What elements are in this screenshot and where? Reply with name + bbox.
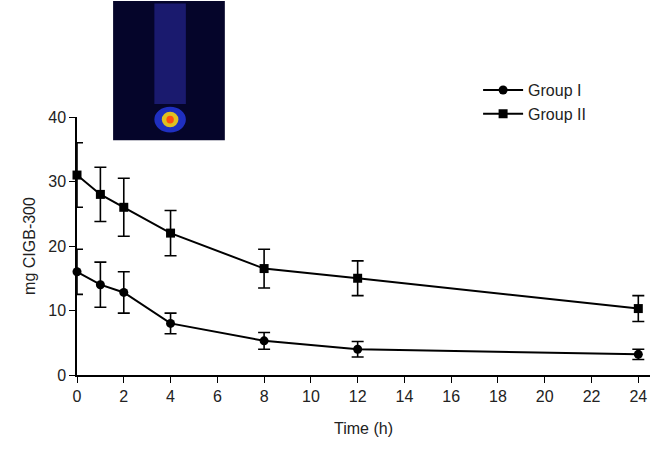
- svg-text:40: 40: [48, 109, 66, 126]
- svg-text:10: 10: [48, 302, 66, 319]
- svg-text:16: 16: [442, 388, 460, 405]
- svg-text:mg CIGB-300: mg CIGB-300: [21, 197, 38, 295]
- svg-text:Time (h): Time (h): [334, 420, 393, 437]
- svg-text:14: 14: [396, 388, 414, 405]
- svg-text:6: 6: [213, 388, 222, 405]
- svg-text:18: 18: [489, 388, 507, 405]
- svg-text:Group II: Group II: [528, 106, 586, 123]
- svg-text:24: 24: [629, 388, 647, 405]
- svg-text:4: 4: [166, 388, 175, 405]
- svg-text:12: 12: [349, 388, 367, 405]
- svg-text:8: 8: [260, 388, 269, 405]
- svg-text:30: 30: [48, 173, 66, 190]
- svg-text:22: 22: [583, 388, 601, 405]
- svg-text:2: 2: [119, 388, 128, 405]
- svg-text:0: 0: [73, 388, 82, 405]
- svg-text:20: 20: [48, 238, 66, 255]
- svg-text:10: 10: [302, 388, 320, 405]
- svg-text:Group I: Group I: [528, 82, 581, 99]
- svg-text:20: 20: [536, 388, 554, 405]
- svg-text:0: 0: [57, 367, 66, 384]
